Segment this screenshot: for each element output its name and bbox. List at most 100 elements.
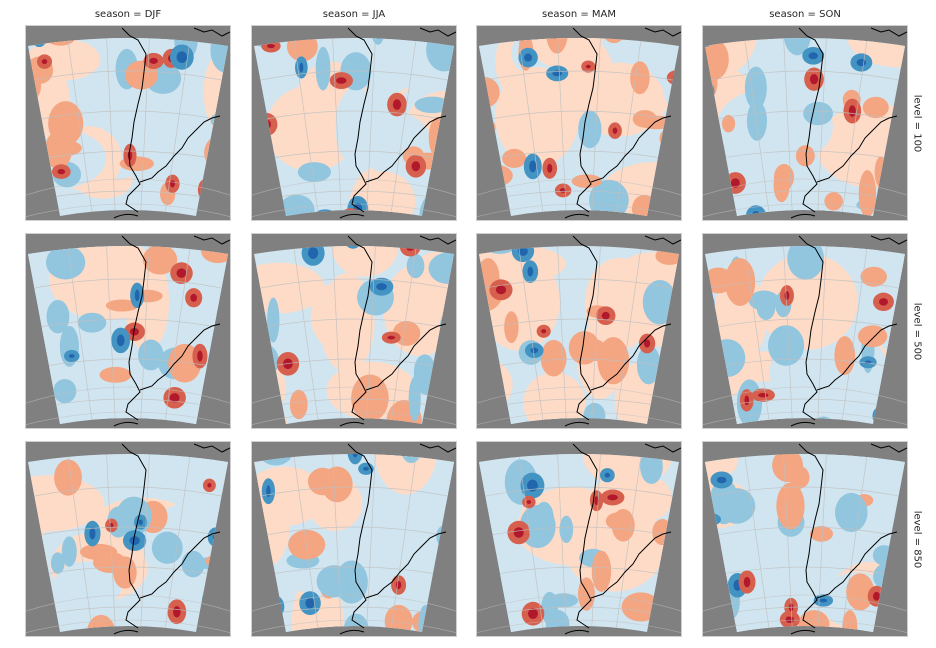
contour-core xyxy=(703,34,708,41)
contour-core xyxy=(117,335,125,347)
contour-medium xyxy=(478,165,513,187)
contour-core xyxy=(524,54,532,62)
contour-core xyxy=(602,312,610,320)
column-title-1: season = JJA xyxy=(251,9,457,20)
facet-map-0-3 xyxy=(703,26,907,220)
contour-core xyxy=(527,267,533,277)
contour-strong xyxy=(432,371,455,385)
contour-medium xyxy=(93,552,126,573)
contour-core xyxy=(439,376,449,381)
contour-medium xyxy=(187,442,219,450)
field-0-1 xyxy=(252,26,456,220)
contour-core xyxy=(260,422,264,427)
facet-map-1-2 xyxy=(477,234,681,428)
contour-core xyxy=(275,605,279,611)
field-0-3 xyxy=(703,26,907,220)
contour-medium xyxy=(317,565,352,597)
facet-map-0-2 xyxy=(477,26,681,220)
contour-strong xyxy=(261,581,274,601)
contour-medium xyxy=(796,145,815,166)
contour-medium xyxy=(308,468,337,495)
contour-core xyxy=(89,528,95,540)
contour-medium xyxy=(859,170,876,217)
facet-panel-0-2 xyxy=(476,25,682,221)
contour-core xyxy=(208,596,217,601)
contour-medium xyxy=(630,61,649,94)
contour-core xyxy=(37,39,41,43)
contour-medium xyxy=(45,131,72,169)
contour-medium xyxy=(835,493,868,532)
contour-medium xyxy=(834,336,855,375)
facet-map-2-1 xyxy=(252,442,456,636)
contour-medium xyxy=(54,459,82,495)
facet-panel-1-2 xyxy=(476,233,682,429)
contour-medium xyxy=(774,168,790,202)
contour-core xyxy=(613,128,618,134)
column-title-2: season = MAM xyxy=(476,9,682,20)
contour-strong xyxy=(872,406,891,426)
contour-medium xyxy=(776,483,804,530)
contour-medium xyxy=(436,524,455,548)
contour-medium xyxy=(875,156,888,187)
contour-core xyxy=(261,119,271,129)
field-1-0 xyxy=(26,234,230,428)
contour-core xyxy=(717,477,727,484)
contour-medium xyxy=(100,367,132,383)
contour-core xyxy=(902,347,907,351)
facet-panel-1-0 xyxy=(25,233,231,429)
contour-medium xyxy=(203,383,219,407)
column-title-3: season = SON xyxy=(702,9,908,20)
field-2-1 xyxy=(252,442,456,636)
contour-strong xyxy=(897,343,907,356)
contour-core xyxy=(387,336,395,340)
contour-medium xyxy=(316,47,331,91)
contour-core xyxy=(706,118,711,130)
contour-medium xyxy=(787,237,824,280)
contour-medium xyxy=(633,110,657,128)
contour-core xyxy=(528,608,538,619)
contour-core xyxy=(225,413,230,422)
row-title-0: level = 100 xyxy=(907,25,927,221)
contour-core xyxy=(901,537,907,545)
facet-panel-0-3 xyxy=(702,25,908,221)
contour-medium xyxy=(477,118,496,139)
facet-map-1-1 xyxy=(252,234,456,428)
contour-core xyxy=(69,354,75,358)
contour-core xyxy=(320,214,330,218)
facet-map-1-0 xyxy=(26,234,230,428)
contour-core xyxy=(703,87,709,95)
contour-core xyxy=(527,500,531,504)
field-2-2 xyxy=(477,442,681,636)
row-title-2: level = 850 xyxy=(907,441,927,637)
field-2-0 xyxy=(26,442,230,636)
facet-panel-0-1 xyxy=(251,25,457,221)
contour-core xyxy=(353,203,362,215)
contour-weak xyxy=(252,400,288,428)
facet-panel-2-1 xyxy=(251,441,457,637)
contour-core xyxy=(879,298,888,305)
contour-core xyxy=(190,294,197,302)
contour-medium xyxy=(583,403,605,428)
contour-core xyxy=(177,51,188,63)
contour-core xyxy=(308,247,318,259)
contour-core xyxy=(758,393,768,397)
contour-weak xyxy=(335,87,376,166)
contour-core xyxy=(412,161,421,171)
contour-core xyxy=(819,599,827,603)
facet-map-1-3 xyxy=(703,234,907,428)
contour-strong xyxy=(400,237,421,257)
contour-core xyxy=(271,602,278,612)
row-title-text-2: level = 850 xyxy=(912,510,923,568)
contour-core xyxy=(203,185,210,195)
contour-medium xyxy=(659,129,676,147)
field-1-3 xyxy=(703,234,907,428)
contour-medium xyxy=(640,449,663,484)
field-0-0 xyxy=(26,26,230,220)
facet-panel-1-3 xyxy=(702,233,908,429)
contour-core xyxy=(376,283,387,290)
field-1-2 xyxy=(477,234,681,428)
facet-panel-0-0 xyxy=(25,25,231,221)
contour-core xyxy=(530,348,538,354)
contour-medium xyxy=(407,254,425,278)
